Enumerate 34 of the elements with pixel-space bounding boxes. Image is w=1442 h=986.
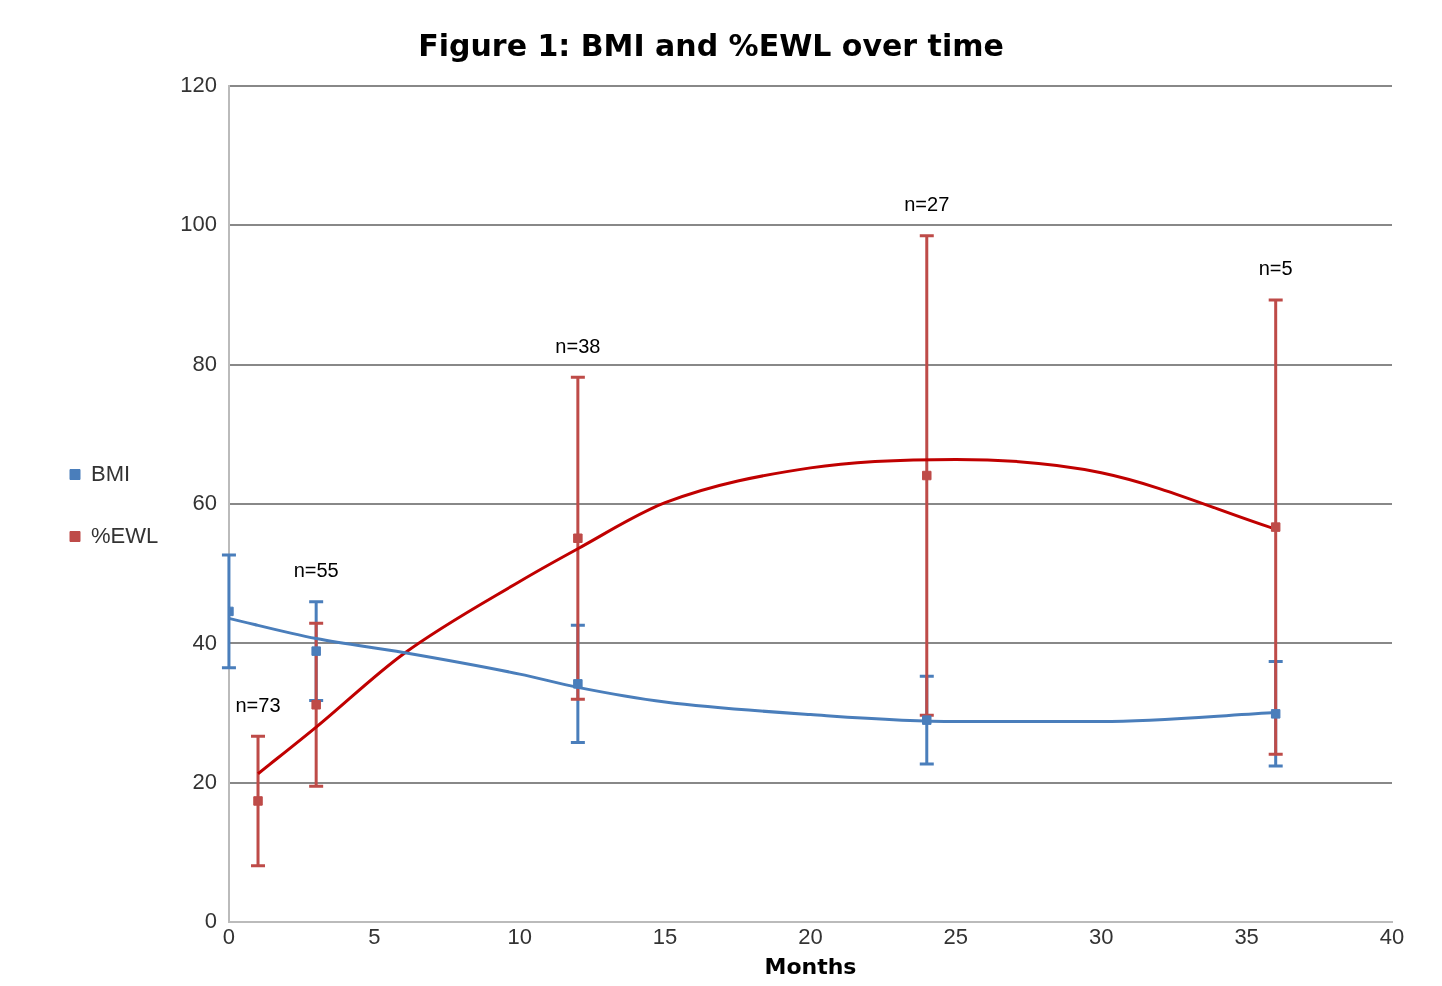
annotation: n=38: [555, 334, 601, 357]
y-tick-label: 40: [192, 629, 217, 655]
y-tick-label: 100: [180, 211, 217, 237]
y-tick-label: 20: [192, 768, 217, 794]
x-tick-label: 20: [798, 924, 823, 950]
point: [1270, 522, 1281, 532]
point: [922, 470, 932, 481]
point: [573, 533, 583, 543]
point: [253, 796, 263, 806]
x-axis-title: Months: [764, 953, 857, 979]
x-tick-label: 40: [1379, 924, 1405, 950]
x-tick-label: 0: [222, 924, 236, 950]
y-tick-label: 120: [180, 72, 217, 98]
point: [922, 715, 932, 725]
y-tick-label: 80: [192, 350, 217, 376]
point: [311, 700, 321, 710]
annotation: n=73: [235, 693, 281, 716]
x-tick-label: 35: [1234, 924, 1259, 950]
legend-label: %EWL: [91, 522, 159, 548]
annotation: n=5: [1258, 257, 1293, 280]
chart-title: Figure 1: BMI and %EWL over time: [418, 27, 1004, 63]
point: [573, 679, 583, 689]
point: [1270, 709, 1281, 719]
x-tick-label: 10: [507, 924, 532, 950]
x-tick-label: 5: [368, 924, 381, 950]
x-tick-label: 30: [1088, 924, 1114, 950]
legend-label: BMI: [91, 460, 131, 486]
x-tick-label: 25: [943, 924, 969, 950]
annotation: n=55: [293, 559, 339, 582]
point: [311, 646, 321, 656]
y-tick-label: 0: [204, 908, 217, 934]
y-tick-label: 60: [192, 490, 217, 516]
annotation: n=27: [904, 193, 950, 216]
x-tick-label: 15: [652, 924, 678, 950]
